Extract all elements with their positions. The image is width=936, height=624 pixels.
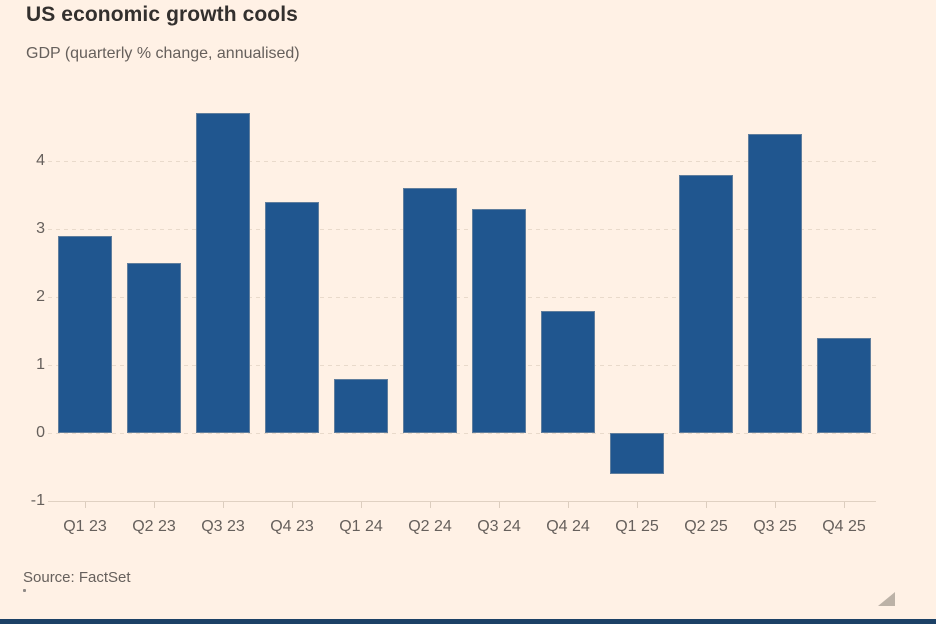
gridline-2 (48, 297, 876, 298)
bar-q1-25 (610, 433, 664, 474)
x-axis-label-q3-25: Q3 25 (753, 518, 797, 535)
y-axis-label: 0 (36, 424, 45, 441)
y-axis-label: 4 (36, 152, 45, 169)
x-axis-tick (292, 502, 293, 508)
bar-q2-23 (127, 263, 181, 433)
x-axis-label-q3-23: Q3 23 (201, 518, 245, 535)
chart-subtitle: GDP (quarterly % change, annualised) (26, 45, 300, 62)
x-axis-tick (637, 502, 638, 508)
x-axis-label-q3-24: Q3 24 (477, 518, 521, 535)
y-axis-label: 2 (36, 288, 45, 305)
x-axis-tick (706, 502, 707, 508)
bar-q3-24 (472, 208, 526, 433)
x-axis-tick (85, 502, 86, 508)
gridline-4 (48, 161, 876, 162)
bar-q2-25 (679, 174, 733, 433)
bar-q4-24 (541, 310, 595, 433)
source-note: Source: FactSet (23, 569, 131, 586)
x-axis-tick (361, 502, 362, 508)
footer-accent-bar (0, 619, 936, 624)
x-axis-label-q4-24: Q4 24 (546, 518, 590, 535)
x-axis-label-q1-23: Q1 23 (63, 518, 107, 535)
x-axis-label-q2-23: Q2 23 (132, 518, 176, 535)
chart-title: US economic growth cools (26, 3, 298, 26)
bar-q1-24 (334, 378, 388, 433)
x-axis-tick (223, 502, 224, 508)
x-axis-label-q1-24: Q1 24 (339, 518, 383, 535)
x-axis-baseline (48, 501, 876, 502)
x-axis-label-q2-25: Q2 25 (684, 518, 728, 535)
y-axis-label: -1 (30, 492, 45, 509)
bar-q4-25 (817, 337, 871, 433)
y-axis-label: 3 (36, 220, 45, 237)
x-axis-tick (430, 502, 431, 508)
bar-q2-24 (403, 188, 457, 433)
gridline-0 (48, 433, 876, 434)
x-axis-label-q4-23: Q4 23 (270, 518, 314, 535)
gridline-1 (48, 365, 876, 366)
x-axis-tick (775, 502, 776, 508)
x-axis-label-q1-25: Q1 25 (615, 518, 659, 535)
x-axis-label-q4-25: Q4 25 (822, 518, 866, 535)
bar-q4-23 (265, 201, 319, 433)
gridline-3 (48, 229, 876, 230)
x-axis-tick (154, 502, 155, 508)
x-axis-label-q2-24: Q2 24 (408, 518, 452, 535)
x-axis-tick (844, 502, 845, 508)
y-axis-label: 1 (36, 356, 45, 373)
resize-handle-icon[interactable] (878, 592, 895, 606)
caret-dot (23, 589, 26, 592)
x-axis-tick (568, 502, 569, 508)
bar-q3-23 (196, 113, 250, 433)
bar-q3-25 (748, 133, 802, 433)
x-axis-tick (499, 502, 500, 508)
bar-q1-23 (58, 235, 112, 433)
